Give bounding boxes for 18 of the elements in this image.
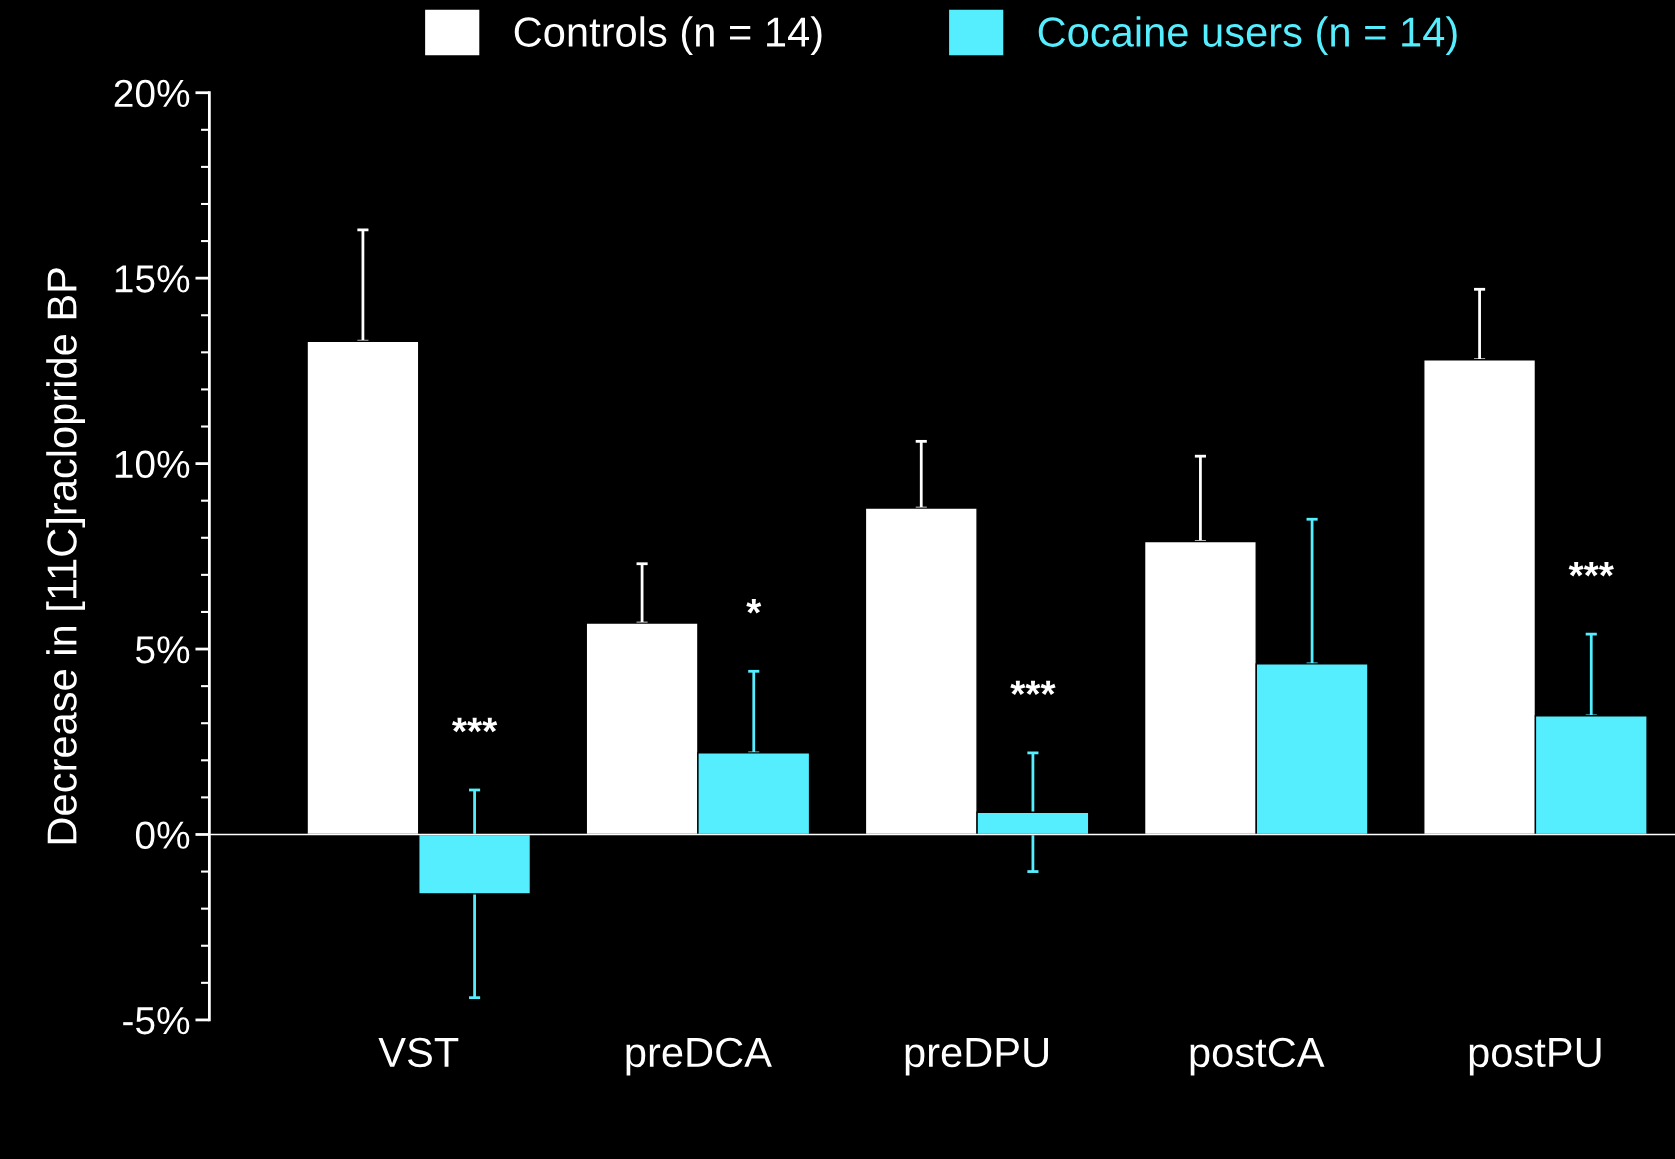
y-tick-label: 10% xyxy=(115,450,190,479)
annotation: *** xyxy=(451,717,498,733)
y-tick-label: 0% xyxy=(135,821,190,849)
y-tick-label: 5% xyxy=(135,636,190,664)
y-tick-label: -5% xyxy=(123,1007,190,1035)
x-tick-label: postCA xyxy=(1190,1037,1325,1076)
legend-label: Cocaine users (n = 14) xyxy=(1038,16,1457,56)
y-tick-label: 20% xyxy=(114,79,190,108)
x-tick-label: preDPU xyxy=(905,1038,1048,1076)
annotation: *** xyxy=(1568,561,1614,577)
x-tick-label: preDCA xyxy=(626,1037,772,1076)
y-axis-title: Decrease in [11C]raclopride BP xyxy=(46,268,86,844)
annotation: *** xyxy=(1010,680,1056,696)
annotation: * xyxy=(746,599,762,614)
legend-label: Controls (n = 14) xyxy=(514,16,822,56)
x-tick-label: postPU xyxy=(1469,1038,1601,1076)
y-tick-label: 15% xyxy=(115,265,190,293)
x-tick-label: VST xyxy=(378,1037,459,1068)
